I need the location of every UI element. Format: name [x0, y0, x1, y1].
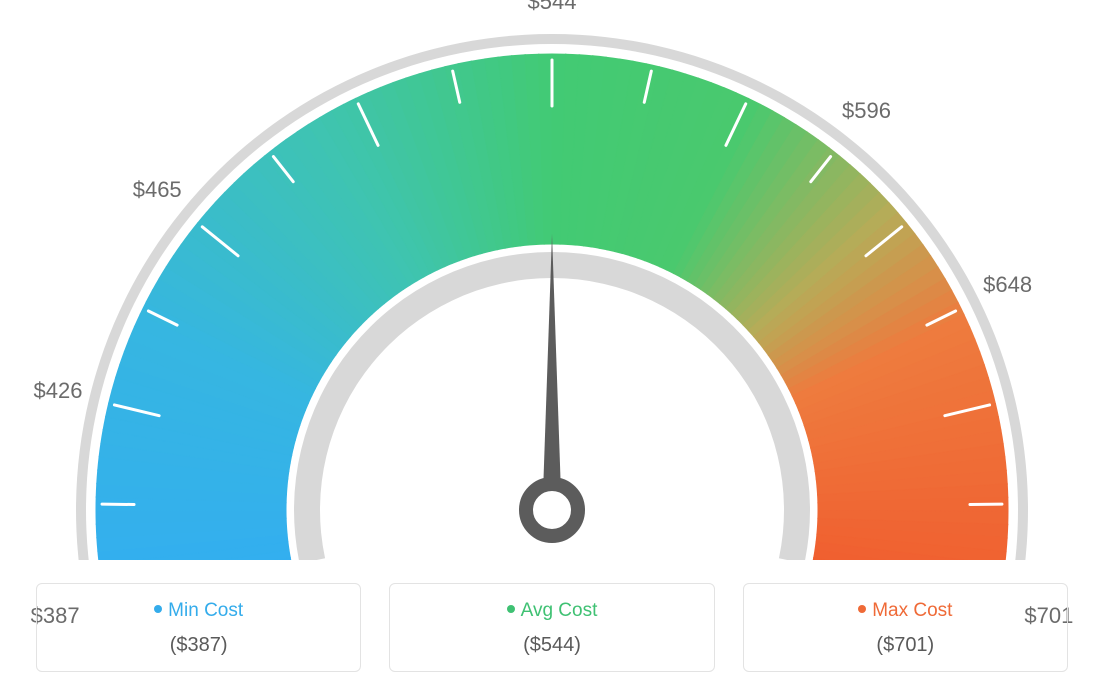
legend-value-max: ($701)	[754, 634, 1057, 657]
legend-title-min: Min Cost	[47, 600, 350, 622]
legend-label-avg: Avg Cost	[521, 600, 598, 621]
legend-value-avg: ($544)	[400, 634, 703, 657]
legend-label-min: Min Cost	[168, 600, 243, 621]
legend-card-max: Max Cost ($701)	[743, 583, 1068, 672]
cost-gauge-widget: $387$426$465$544$596$648$701 Min Cost ($…	[0, 0, 1104, 690]
legend-dot-max	[858, 605, 866, 613]
gauge-tick-label: $648	[983, 272, 1032, 298]
gauge-tick-label: $596	[842, 98, 891, 124]
legend-title-avg: Avg Cost	[400, 600, 703, 622]
legend-label-max: Max Cost	[872, 600, 952, 621]
gauge-tick-label: $426	[34, 378, 83, 404]
gauge-chart: $387$426$465$544$596$648$701	[0, 0, 1104, 560]
legend-card-min: Min Cost ($387)	[36, 583, 361, 672]
legend-row: Min Cost ($387) Avg Cost ($544) Max Cost…	[36, 583, 1068, 672]
legend-card-avg: Avg Cost ($544)	[389, 583, 714, 672]
legend-dot-min	[154, 605, 162, 613]
gauge-svg	[0, 0, 1104, 560]
gauge-tick-label: $465	[133, 177, 182, 203]
legend-dot-avg	[507, 605, 515, 613]
gauge-tick-label: $544	[528, 0, 577, 15]
legend-value-min: ($387)	[47, 634, 350, 657]
legend-title-max: Max Cost	[754, 600, 1057, 622]
